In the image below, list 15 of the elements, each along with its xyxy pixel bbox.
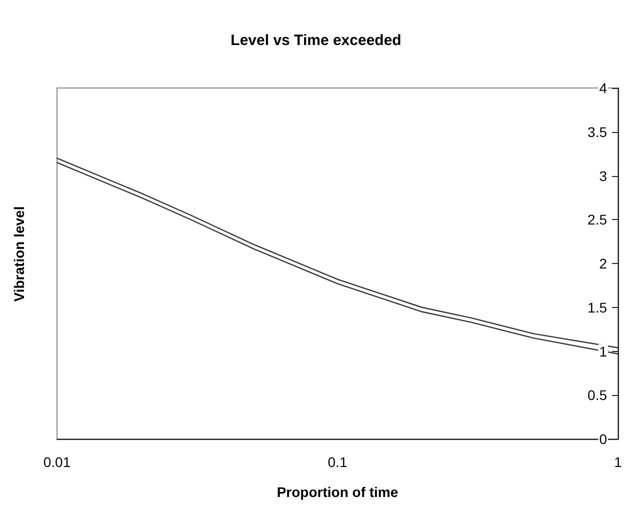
x-axis-title: Proportion of time [276,484,398,500]
y-axis-title: Vibration level [11,206,27,302]
y-tick-label: 3.5 [588,124,608,140]
y-tick-label: 1.5 [588,299,608,316]
y-tick-label: 2.5 [588,212,608,228]
x-tick-label: 0.1 [328,454,348,470]
y-tick-label: 3 [599,168,608,184]
chart-title: Level vs Time exceeded [230,32,402,49]
y-tick-label: 4 [599,80,608,96]
y-tick-label: 1 [599,343,608,360]
x-tick-label: 1 [614,454,622,470]
y-tick-label: 0.5 [588,387,608,404]
x-tick-label: 0.01 [43,454,71,470]
y-tick-label: 0 [599,431,608,447]
y-tick-label: 2 [599,256,608,272]
